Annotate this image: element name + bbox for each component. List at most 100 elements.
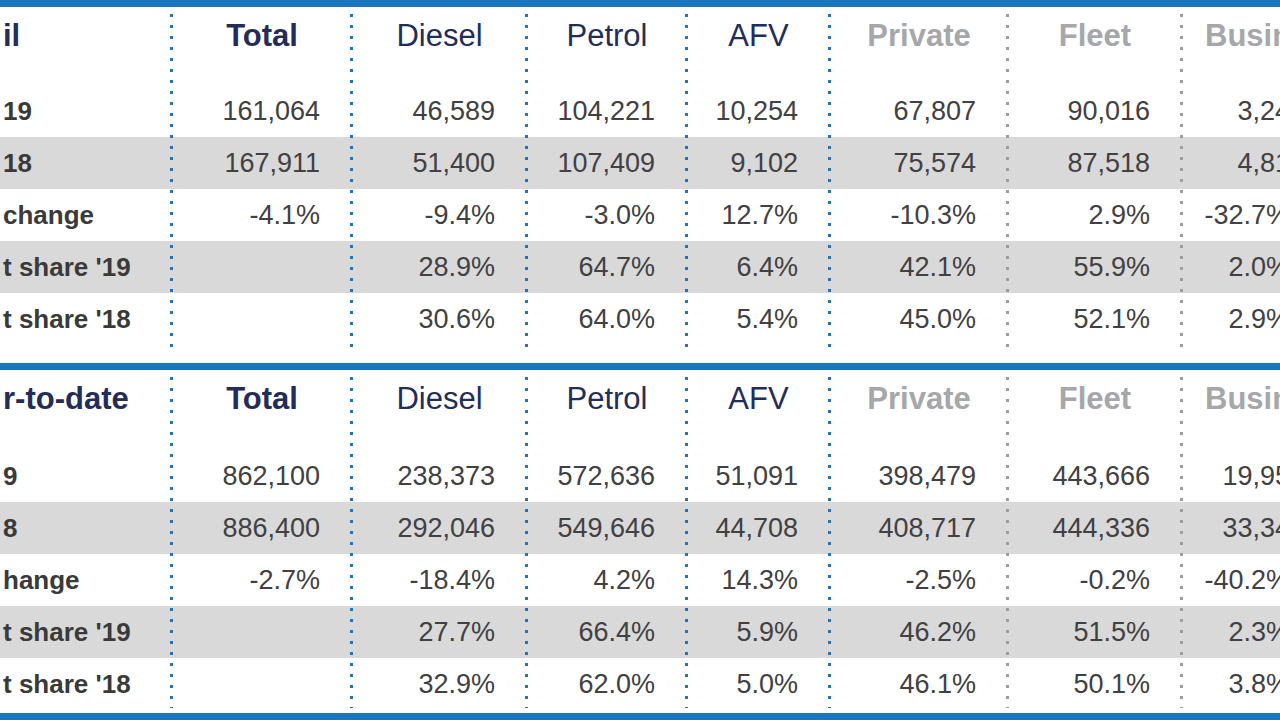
dotted-separator — [1180, 14, 1183, 347]
table-cell: 238,373 — [352, 450, 527, 502]
table-cell: 2.9% — [1008, 189, 1182, 241]
table-cell: 33,34 — [1182, 502, 1280, 554]
table-cell: -2.5% — [830, 554, 1008, 606]
column-header-petrol: Petrol — [527, 370, 687, 450]
column-header-diesel: Diesel — [352, 370, 527, 450]
table-cell: 572,636 — [527, 450, 687, 502]
table-cell: -40.2% — [1182, 554, 1280, 606]
table-cell: 32.9% — [352, 658, 527, 710]
table-cell — [172, 658, 352, 710]
column-header-private: Private — [830, 7, 1008, 85]
table-cell: -2.7% — [172, 554, 352, 606]
table-cell: 42.1% — [830, 241, 1008, 293]
table-cell: -10.3% — [830, 189, 1008, 241]
row-label: t share '19 — [0, 241, 172, 293]
table-row-2019: 9 862,100 238,373 572,636 51,091 398,479… — [0, 450, 1280, 502]
row-label: change — [0, 189, 172, 241]
column-header-diesel: Diesel — [352, 7, 527, 85]
table-cell: 28.9% — [352, 241, 527, 293]
table-cell: 14.3% — [687, 554, 830, 606]
table-cell — [172, 241, 352, 293]
table-cell: -18.4% — [352, 554, 527, 606]
table-cell: 9,102 — [687, 137, 830, 189]
table-row-share-18: t share '18 32.9% 62.0% 5.0% 46.1% 50.1%… — [0, 658, 1280, 710]
table-cell: 46.1% — [830, 658, 1008, 710]
dotted-separator — [1006, 377, 1009, 708]
table-cell: 52.1% — [1008, 293, 1182, 345]
row-label: t share '18 — [0, 658, 172, 710]
table-cell: 292,046 — [352, 502, 527, 554]
dotted-separator — [525, 377, 528, 708]
column-header-private: Private — [830, 370, 1008, 450]
table-cell: 10,254 — [687, 85, 830, 137]
table-cell: 3,24 — [1182, 85, 1280, 137]
table-cell: 64.7% — [527, 241, 687, 293]
table-row-change: change -4.1% -9.4% -3.0% 12.7% -10.3% 2.… — [0, 189, 1280, 241]
table-cell: 161,064 — [172, 85, 352, 137]
table-cell: -4.1% — [172, 189, 352, 241]
table-cell: 87,518 — [1008, 137, 1182, 189]
dotted-separator — [828, 377, 831, 708]
table-cell: 51,400 — [352, 137, 527, 189]
table-cell — [172, 606, 352, 658]
dotted-separator — [170, 14, 173, 347]
table-cell: 51.5% — [1008, 606, 1182, 658]
table-row-share-19: t share '19 28.9% 64.7% 6.4% 42.1% 55.9%… — [0, 241, 1280, 293]
dotted-separator — [350, 14, 353, 347]
table-cell: 62.0% — [527, 658, 687, 710]
table-cell: 107,409 — [527, 137, 687, 189]
table-cell: 549,646 — [527, 502, 687, 554]
table-cell: 50.1% — [1008, 658, 1182, 710]
table-cell: 4.2% — [527, 554, 687, 606]
column-header-fleet: Fleet — [1008, 7, 1182, 85]
april-table: il Total Diesel Petrol AFV Private Fleet… — [0, 7, 1280, 345]
row-label: 8 — [0, 502, 172, 554]
dotted-separator — [170, 377, 173, 708]
table-cell: 2.0% — [1182, 241, 1280, 293]
column-header-afv: AFV — [687, 7, 830, 85]
table-cell: 64.0% — [527, 293, 687, 345]
table-cell: 444,336 — [1008, 502, 1182, 554]
middle-divider-bar — [0, 363, 1280, 370]
table-cell: 5.0% — [687, 658, 830, 710]
table-cell: 46.2% — [830, 606, 1008, 658]
column-header-afv: AFV — [687, 370, 830, 450]
column-header-total: Total — [172, 370, 352, 450]
table-cell: 55.9% — [1008, 241, 1182, 293]
row-label: 9 — [0, 450, 172, 502]
table-row-2019: 19 161,064 46,589 104,221 10,254 67,807 … — [0, 85, 1280, 137]
table-cell: 167,911 — [172, 137, 352, 189]
table-row-share-18: t share '18 30.6% 64.0% 5.4% 45.0% 52.1%… — [0, 293, 1280, 345]
top-divider-bar — [0, 0, 1280, 7]
table-cell: -9.4% — [352, 189, 527, 241]
table-cell: 104,221 — [527, 85, 687, 137]
table-cell: -32.7% — [1182, 189, 1280, 241]
table-cell: 2.3% — [1182, 606, 1280, 658]
table-cell: 398,479 — [830, 450, 1008, 502]
table-cell: 443,666 — [1008, 450, 1182, 502]
column-header-fleet: Fleet — [1008, 370, 1182, 450]
table-cell: 75,574 — [830, 137, 1008, 189]
table-cell: 27.7% — [352, 606, 527, 658]
bottom-divider-bar — [0, 713, 1280, 720]
dotted-separator — [1180, 377, 1183, 708]
registrations-table-graphic: il Total Diesel Petrol AFV Private Fleet… — [0, 0, 1280, 720]
table-cell: 67,807 — [830, 85, 1008, 137]
table-cell: 30.6% — [352, 293, 527, 345]
table-cell: 46,589 — [352, 85, 527, 137]
table-cell: 51,091 — [687, 450, 830, 502]
dotted-separator — [350, 377, 353, 708]
year-to-date-table: r-to-date Total Diesel Petrol AFV Privat… — [0, 370, 1280, 710]
table-cell: -0.2% — [1008, 554, 1182, 606]
table-title-ytd: r-to-date — [0, 370, 172, 450]
table-cell: 19,95 — [1182, 450, 1280, 502]
table-cell: 408,717 — [830, 502, 1008, 554]
column-header-business: Busin — [1182, 370, 1280, 450]
table-cell: 44,708 — [687, 502, 830, 554]
table-cell: 862,100 — [172, 450, 352, 502]
table-cell: 45.0% — [830, 293, 1008, 345]
row-label: hange — [0, 554, 172, 606]
row-label: 19 — [0, 85, 172, 137]
table-row-share-19: t share '19 27.7% 66.4% 5.9% 46.2% 51.5%… — [0, 606, 1280, 658]
column-header-petrol: Petrol — [527, 7, 687, 85]
